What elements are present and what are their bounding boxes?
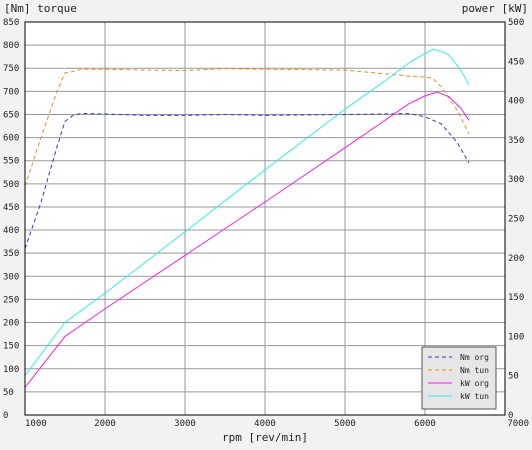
y-left-tick-label: 50	[3, 388, 14, 398]
x-tick-label: 2000	[94, 419, 116, 429]
y-left-tick-label: 300	[3, 272, 19, 282]
legend-label: Nm tun	[460, 366, 489, 375]
series-line-kw-org	[24, 91, 470, 388]
y-right-tick-label: 450	[508, 57, 524, 67]
y-right-tick-label: 500	[508, 18, 524, 28]
y-right-tick-label: 300	[508, 175, 524, 185]
x-tick-label: 7000	[507, 419, 529, 429]
y-left-tick-label: 400	[3, 226, 19, 236]
axis-ticks: 1000 2000 3000 4000 5000 6000 7000050100150200…	[3, 18, 529, 429]
series-line-nm-tun	[24, 68, 470, 187]
series-line-nm-org	[24, 112, 470, 249]
y-left-tick-label: 150	[3, 342, 19, 352]
y-left-tick-label: 350	[3, 249, 19, 259]
y-left-tick-label: 850	[3, 18, 19, 28]
x-tick-label: 6000	[414, 419, 436, 429]
left-axis-title: [Nm] torque	[4, 2, 77, 15]
legend-box	[421, 346, 497, 410]
y-left-tick-label: 450	[3, 203, 19, 213]
y-left-tick-label: 0	[3, 411, 8, 421]
y-left-tick-label: 250	[3, 295, 19, 305]
y-left-tick-label: 700	[3, 87, 19, 97]
y-left-tick-label: 550	[3, 157, 19, 167]
legend: Nm org Nm tun kW org kW tun	[421, 346, 497, 410]
y-left-tick-label: 200	[3, 319, 19, 329]
y-right-tick-label: 50	[508, 372, 519, 382]
x-tick-label: 1000	[25, 419, 47, 429]
y-right-tick-label: 150	[508, 293, 524, 303]
right-axis-title: power [kW]	[462, 2, 528, 15]
x-tick-label: 4000	[254, 419, 276, 429]
y-left-tick-label: 800	[3, 41, 19, 51]
plot-frame	[24, 21, 506, 416]
y-left-tick-label: 100	[3, 365, 19, 375]
series-lines	[24, 48, 470, 388]
y-left-tick-label: 600	[3, 134, 19, 144]
y-right-tick-label: 250	[508, 215, 524, 225]
y-right-tick-label: 350	[508, 136, 524, 146]
y-left-tick-label: 650	[3, 110, 19, 120]
y-left-tick-label: 500	[3, 180, 19, 190]
x-axis-title: rpm [rev/min]	[222, 431, 308, 444]
legend-label: kW org	[460, 379, 489, 388]
y-right-tick-label: 200	[508, 254, 524, 264]
y-right-tick-label: 100	[508, 332, 524, 342]
y-right-tick-label: 0	[508, 411, 513, 421]
series-line-kw-tun	[24, 48, 470, 376]
y-right-tick-label: 400	[508, 97, 524, 107]
x-tick-label: 5000	[334, 419, 356, 429]
y-left-tick-label: 750	[3, 64, 19, 74]
x-tick-label: 3000	[174, 419, 196, 429]
legend-label: Nm org	[460, 353, 489, 362]
legend-label: kW tun	[460, 392, 489, 401]
